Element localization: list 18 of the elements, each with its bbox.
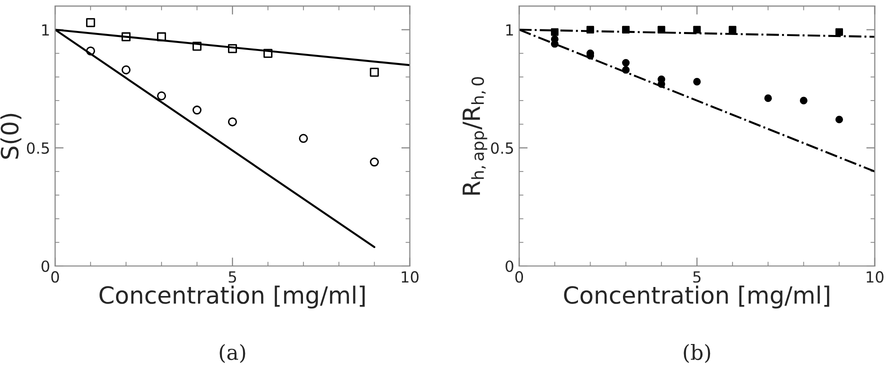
x-tick-label: 0 bbox=[51, 271, 59, 283]
text: (a) bbox=[220, 344, 246, 364]
y-tick-label: 0 bbox=[506, 260, 514, 272]
y-tick-label: 0.5 bbox=[26, 142, 49, 154]
x-tick-label: 5 bbox=[228, 271, 236, 283]
y-tick-label: 0.5 bbox=[491, 142, 513, 154]
y-tick-label: 1 bbox=[42, 24, 49, 36]
y-axis-title: S(0) bbox=[0, 114, 22, 159]
x-axis-title: Concentration [mg/ml] bbox=[564, 286, 830, 308]
x-tick-label: 10 bbox=[402, 271, 419, 283]
x-tick-label: 5 bbox=[693, 271, 700, 283]
y-tick-label: 1 bbox=[506, 24, 513, 36]
y-tick-label: 0 bbox=[42, 260, 50, 272]
text: (b) bbox=[684, 344, 710, 364]
x-tick-label: 10 bbox=[866, 271, 884, 283]
x-axis-title: Concentration [mg/ml] bbox=[100, 286, 365, 308]
y-axis-title: R$_{h,app}$/R$_{h,0}$ bbox=[462, 77, 488, 195]
x-tick-label: 0 bbox=[515, 271, 524, 283]
